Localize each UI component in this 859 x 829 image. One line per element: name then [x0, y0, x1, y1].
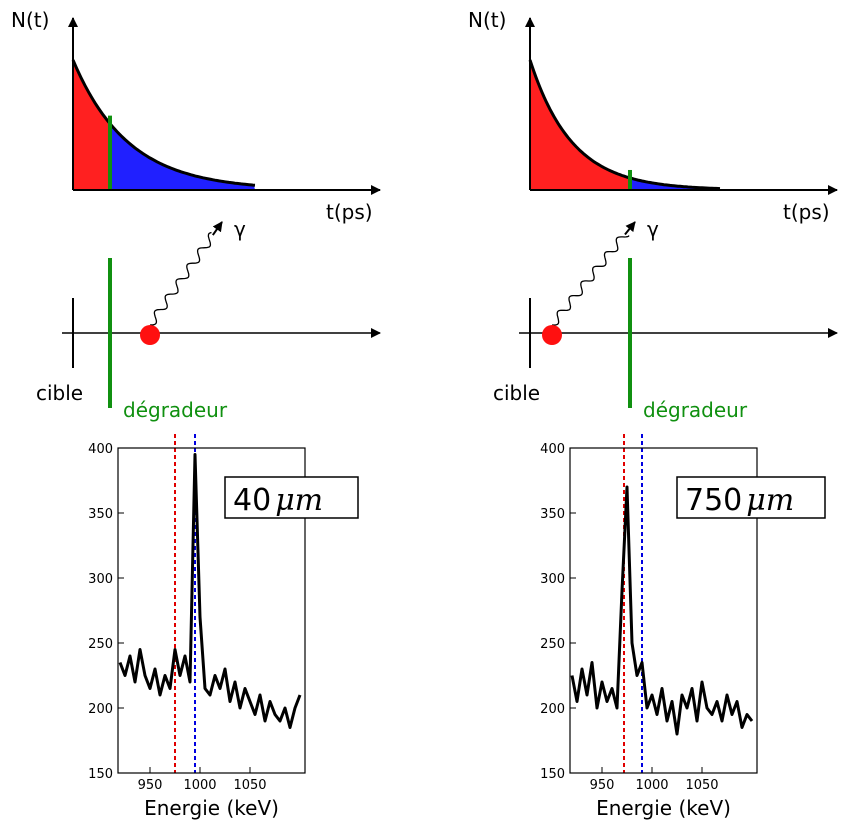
y-tick-label: 400	[88, 442, 113, 457]
y-tick-label: 300	[540, 572, 565, 587]
thickness-unit: μm	[746, 483, 794, 518]
plot-frame	[117, 447, 306, 774]
gamma-arrow	[212, 221, 223, 236]
axis-label: t(ps)	[326, 200, 373, 224]
gamma-wave	[149, 231, 212, 326]
degrader-label: dégradeur	[643, 398, 748, 422]
decay-curve	[71, 59, 256, 187]
nucleus	[140, 325, 160, 345]
gamma-wave	[552, 235, 630, 326]
x-tick-label: 1050	[233, 778, 266, 793]
plot-frame	[569, 447, 758, 774]
x-axis-label: Energie (keV)	[144, 796, 279, 820]
thickness-label: 750 μm	[685, 483, 794, 518]
decay-curve	[528, 59, 721, 191]
decay-area	[110, 123, 255, 190]
axis-label: t(ps)	[783, 200, 830, 224]
y-tick-label: 150	[88, 767, 113, 782]
target-label: cible	[493, 381, 540, 405]
thickness-box	[676, 476, 826, 519]
gamma-arrow	[624, 221, 636, 236]
thickness-value: 750	[685, 483, 742, 518]
x-tick-label: 1050	[685, 778, 718, 793]
thickness-value: 40	[233, 483, 271, 518]
y-tick-label: 400	[540, 442, 565, 457]
x-axis-label: Energie (keV)	[596, 796, 731, 820]
y-tick-label: 350	[88, 507, 113, 522]
y-tick-label: 200	[540, 702, 565, 717]
nucleus	[542, 325, 562, 345]
gamma-label: γ	[234, 217, 246, 241]
x-tick-label: 1000	[183, 778, 216, 793]
y-tick-label: 150	[540, 767, 565, 782]
axis-label: N(t)	[468, 8, 506, 32]
degrader-label: dégradeur	[123, 398, 228, 422]
thickness-unit: μm	[275, 483, 323, 518]
spectrum-line	[570, 485, 754, 736]
x-tick-label: 950	[590, 778, 615, 793]
gamma-label: γ	[647, 217, 659, 241]
thickness-label: 40 μm	[233, 483, 323, 518]
y-tick-label: 350	[540, 507, 565, 522]
axis-label: N(t)	[11, 8, 49, 32]
decay-area	[530, 60, 630, 190]
y-tick-label: 250	[540, 637, 565, 652]
y-tick-label: 200	[88, 702, 113, 717]
y-tick-label: 300	[88, 572, 113, 587]
decay-area	[73, 60, 110, 190]
x-tick-label: 1000	[635, 778, 668, 793]
y-tick-label: 250	[88, 637, 113, 652]
thickness-box	[224, 476, 359, 519]
x-tick-label: 950	[138, 778, 163, 793]
decay-area	[630, 178, 720, 190]
target-label: cible	[36, 381, 83, 405]
spectrum-line	[118, 453, 302, 729]
